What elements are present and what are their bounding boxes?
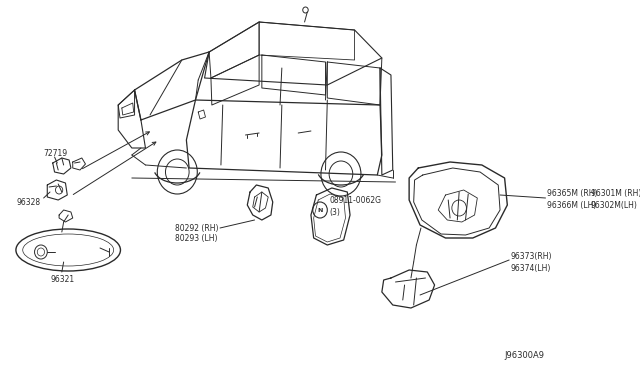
Text: N: N	[317, 208, 323, 212]
Text: 80292 (RH): 80292 (RH)	[175, 224, 219, 232]
Text: 96365M (RH): 96365M (RH)	[547, 189, 598, 198]
Text: 08911-0062G: 08911-0062G	[329, 196, 381, 205]
Text: J96300A9: J96300A9	[504, 350, 545, 359]
Text: 96328: 96328	[17, 198, 40, 206]
Text: 96321: 96321	[50, 276, 74, 285]
Text: (3): (3)	[329, 208, 340, 217]
Text: 96366M (LH): 96366M (LH)	[547, 201, 596, 209]
Text: 96373(RH): 96373(RH)	[511, 253, 552, 262]
Text: 72719: 72719	[44, 148, 68, 157]
Text: 96374(LH): 96374(LH)	[511, 264, 551, 273]
Text: 96302M(LH): 96302M(LH)	[591, 201, 638, 209]
Text: 80293 (LH): 80293 (LH)	[175, 234, 218, 243]
Text: 96301M (RH): 96301M (RH)	[591, 189, 640, 198]
